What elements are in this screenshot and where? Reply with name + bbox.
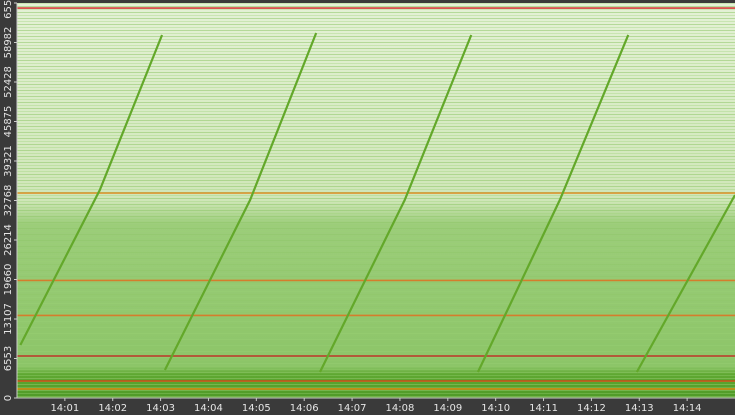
x-tick-label: 14:08 <box>386 403 415 414</box>
x-tick-label: 14:06 <box>290 403 319 414</box>
x-tick-label: 14:04 <box>194 403 223 414</box>
y-tick-label: 6553 <box>3 346 14 371</box>
x-tick-label: 14:01 <box>50 403 79 414</box>
sweep-line <box>476 34 630 373</box>
y-tick-label: 58982 <box>3 27 14 59</box>
y-tick-label: 13107 <box>3 303 14 335</box>
sweep-line <box>319 34 473 373</box>
y-tick-label: 26214 <box>3 224 14 256</box>
x-tick-label: 14:05 <box>242 403 271 414</box>
x-tick-label: 14:02 <box>98 403 127 414</box>
x-tick-label: 14:09 <box>433 403 462 414</box>
y-tick-label: 0 <box>3 395 14 401</box>
x-tick-label: 14:07 <box>338 403 367 414</box>
x-tick-label: 14:10 <box>481 403 510 414</box>
x-tick-label: 14:13 <box>625 403 654 414</box>
sweep-line <box>163 32 318 371</box>
x-tick-label: 14:03 <box>146 403 175 414</box>
y-tick-label: 45875 <box>3 106 14 138</box>
sweep-line <box>635 194 735 373</box>
y-tick-label: 19660 <box>3 264 14 296</box>
y-tick-label: 39321 <box>3 145 14 177</box>
y-tick-label: 52428 <box>3 66 14 98</box>
plot-texture <box>17 3 735 398</box>
y-tick-label: 32768 <box>3 185 14 217</box>
x-tick-label: 14:11 <box>529 403 558 414</box>
x-tick-label: 14:12 <box>577 403 606 414</box>
y-tick-label: 65536 <box>3 0 14 19</box>
sweep-line <box>19 34 164 346</box>
x-tick-label: 14:14 <box>673 403 702 414</box>
